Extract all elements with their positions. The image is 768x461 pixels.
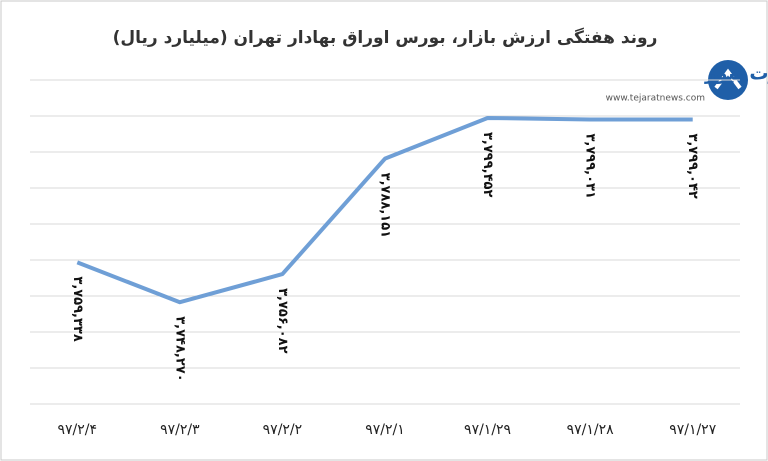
data-line — [76, 115, 693, 305]
x-tick-label: ۹۷/۱/۲۷ — [669, 422, 717, 438]
x-tick-label: ۹۷/۲/۲ — [263, 422, 303, 438]
data-label: ۳,۷۴۸,۲۷۰ — [172, 316, 187, 381]
chart-title: روند هفتگی ارزش بازار، بورس اوراق بهادار… — [113, 27, 658, 48]
data-label: ۳,۷۵۹,۳۳۸ — [70, 276, 85, 341]
logo-url: www.tejaratnews.com — [606, 94, 705, 104]
x-tick-label: ۹۷/۱/۲۹ — [464, 422, 511, 438]
x-tick-label: ۹۷/۲/۴ — [58, 422, 98, 438]
data-label: ۳,۷۵۶,۰۸۲ — [275, 288, 290, 353]
x-tick-label: ۹۷/۱/۲۸ — [567, 422, 615, 438]
logo-text: تجارت نیوز — [704, 63, 768, 85]
data-label: ۳,۷۹۹,۰۳۱ — [583, 133, 598, 198]
data-label: ۳,۷۹۹,۰۴۲ — [685, 133, 700, 198]
x-tick-label: ۹۷/۲/۱ — [365, 422, 405, 438]
logo: تجارت نیوز www.tejaratnews.com — [574, 55, 768, 107]
x-tick-label: ۹۷/۲/۳ — [160, 422, 200, 438]
logo-icon-arrow — [714, 68, 742, 90]
data-label: ۳,۷۸۸,۱۵۱ — [378, 173, 393, 238]
data-label: ۳,۷۹۹,۴۵۲ — [480, 132, 495, 197]
